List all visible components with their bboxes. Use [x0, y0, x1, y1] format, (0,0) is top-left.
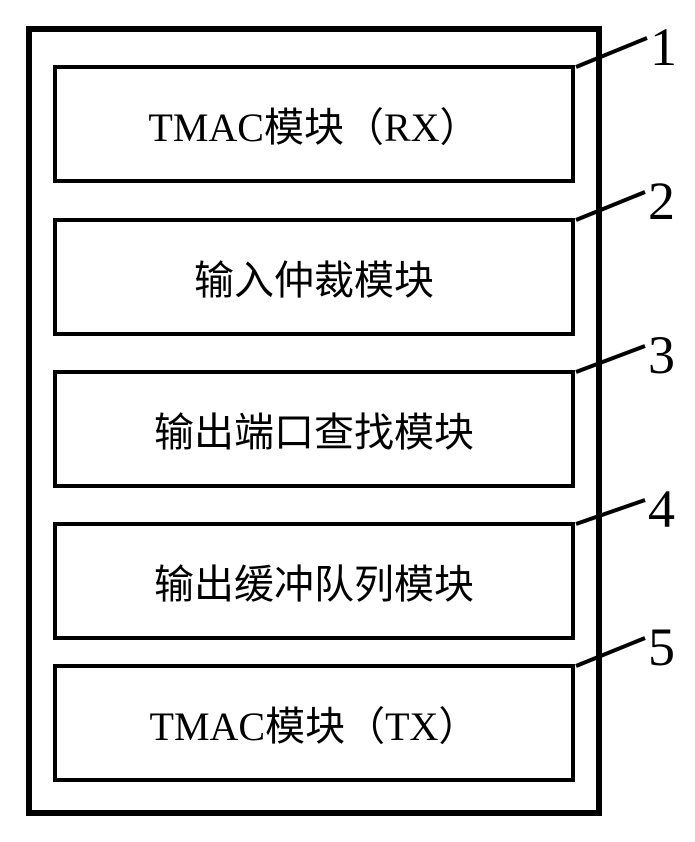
module-label: 输出端口查找模块	[154, 400, 474, 458]
module-output-port-lookup: 输出端口查找模块	[53, 370, 575, 488]
number-text: 3	[648, 325, 675, 385]
module-label: 输入仲裁模块	[194, 248, 434, 306]
module-tmac-tx: TMAC模块（TX）	[53, 664, 575, 782]
module-label: TMAC模块（RX）	[148, 95, 479, 153]
module-input-arbiter: 输入仲裁模块	[53, 218, 575, 336]
callout-number-5: 5	[648, 616, 675, 678]
module-label: 输出缓冲队列模块	[154, 552, 474, 610]
module-output-buffer-queue: 输出缓冲队列模块	[53, 522, 575, 640]
leader-line-3	[574, 344, 647, 374]
number-text: 4	[648, 479, 675, 539]
callout-number-3: 3	[648, 324, 675, 386]
leader-line-1	[574, 36, 649, 69]
module-tmac-rx: TMAC模块（RX）	[53, 65, 575, 183]
callout-number-4: 4	[648, 478, 675, 540]
number-text: 2	[648, 171, 675, 231]
leader-line-2	[574, 190, 647, 222]
leader-line-5	[574, 636, 647, 668]
number-text: 5	[648, 617, 675, 677]
leader-line-4	[574, 498, 647, 526]
diagram-canvas: TMAC模块（RX） 输入仲裁模块 输出端口查找模块 输出缓冲队列模块 TMAC…	[0, 0, 695, 842]
module-label: TMAC模块（TX）	[150, 694, 479, 752]
callout-number-2: 2	[648, 170, 675, 232]
callout-number-1: 1	[650, 16, 677, 78]
number-text: 1	[650, 17, 677, 77]
